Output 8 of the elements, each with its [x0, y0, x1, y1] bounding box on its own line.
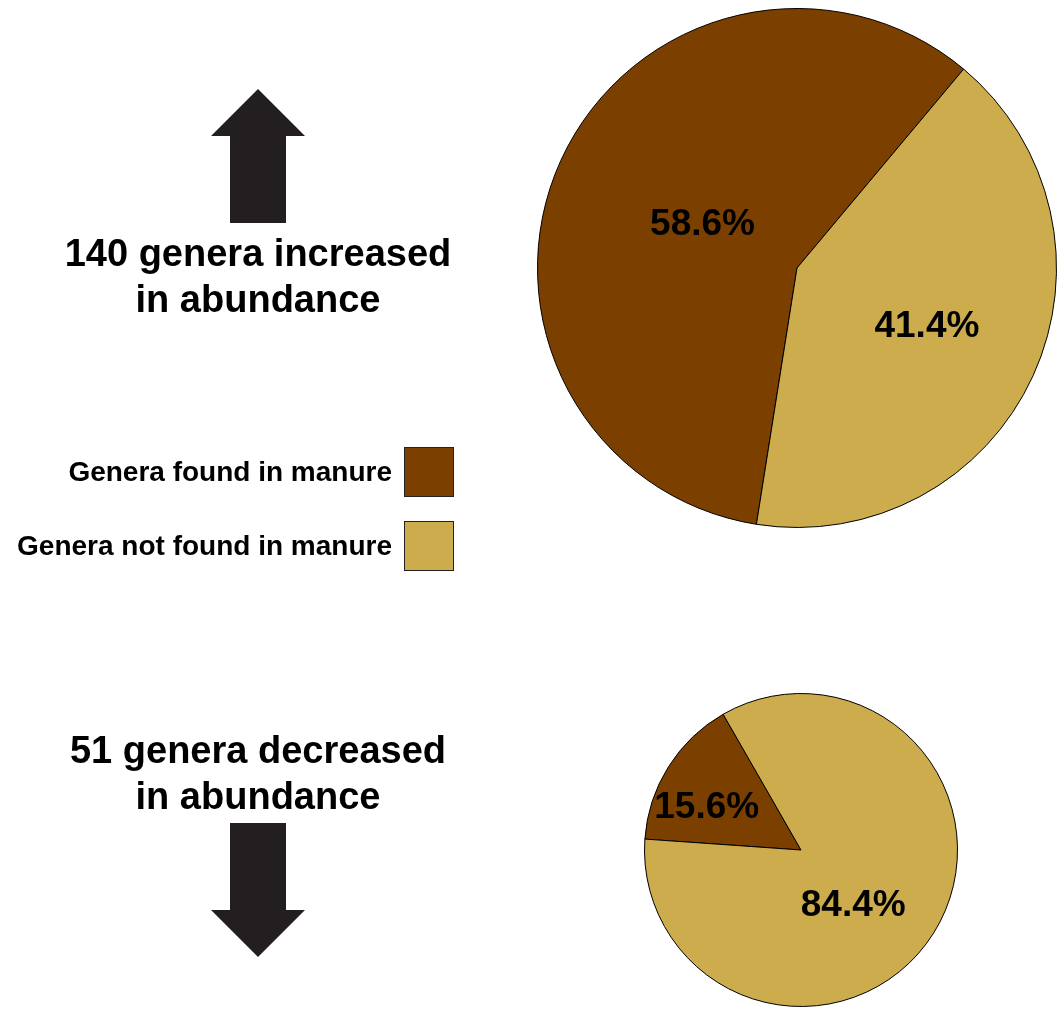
text: 140 genera increased in abundance [63, 231, 453, 322]
data-label: 41.4% [874, 304, 980, 346]
text: 51 genera decreased in abundance [69, 728, 447, 819]
data-label: 15.6% [654, 785, 760, 827]
legend-label: Genera found in manure [68, 456, 392, 488]
data-label: 84.4% [800, 883, 906, 925]
legend-label: Genera not found in manure [17, 530, 392, 562]
data-label: 58.6% [650, 202, 755, 244]
